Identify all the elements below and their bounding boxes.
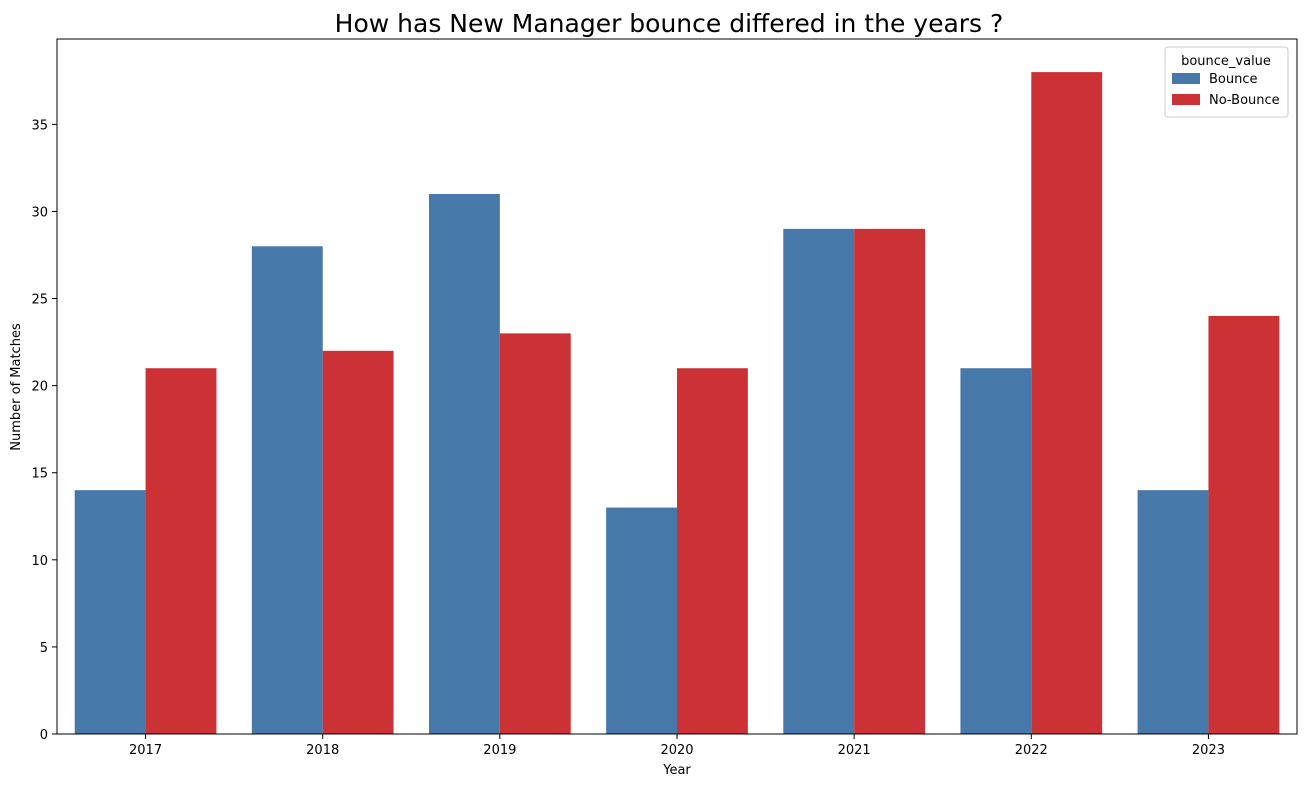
y-axis-label: Number of Matches <box>9 323 24 451</box>
y-tick-label: 30 <box>31 205 48 220</box>
x-tick-label: 2020 <box>660 743 693 758</box>
x-axis-label: Year <box>662 763 691 778</box>
bar-bounce-2022 <box>960 368 1032 734</box>
x-tick-label: 2018 <box>306 743 339 758</box>
bar-no-bounce-2023 <box>1208 315 1280 734</box>
y-tick-label: 20 <box>31 380 48 395</box>
chart-title: How has New Manager bounce differed in t… <box>335 9 1004 38</box>
x-tick-label: 2022 <box>1015 743 1048 758</box>
plot-area: 0 5 10 15 20 25 30 35 2017 2018 2019 2020 2021 2022 20… <box>31 38 1298 758</box>
bar-bounce-2017 <box>74 490 146 734</box>
legend-label-no-bounce: No-Bounce <box>1209 93 1280 108</box>
y-tick-label: 0 <box>40 728 48 743</box>
y-tick-label: 5 <box>40 641 48 656</box>
x-tick-label: 2017 <box>129 743 162 758</box>
bar-bounce-2020 <box>606 507 677 734</box>
legend-label-bounce: Bounce <box>1209 72 1258 87</box>
x-tick-label: 2021 <box>838 743 871 758</box>
bar-no-bounce-2018 <box>322 350 394 734</box>
legend-swatch-no-bounce <box>1172 94 1200 105</box>
y-tick-label: 10 <box>31 554 48 569</box>
bar-no-bounce-2019 <box>499 333 571 734</box>
legend-swatch-bounce <box>1172 73 1200 84</box>
bar-no-bounce-2017 <box>145 368 217 734</box>
bar-no-bounce-2021 <box>854 228 925 735</box>
bar-bounce-2021 <box>783 228 855 735</box>
y-tick-label: 25 <box>31 293 48 308</box>
y-tick-label: 15 <box>31 467 48 482</box>
y-tick-label: 35 <box>31 118 48 133</box>
x-tick-label: 2023 <box>1192 743 1225 758</box>
bar-bounce-2018 <box>251 246 323 734</box>
bar-bounce-2019 <box>429 194 500 734</box>
legend: bounce_value Bounce No-Bounce <box>1164 46 1289 118</box>
bar-no-bounce-2022 <box>1031 72 1103 735</box>
legend-title: bounce_value <box>1181 54 1271 69</box>
x-tick-label: 2019 <box>483 743 516 758</box>
bar-bounce-2023 <box>1137 490 1209 734</box>
bar-no-bounce-2020 <box>677 368 748 734</box>
